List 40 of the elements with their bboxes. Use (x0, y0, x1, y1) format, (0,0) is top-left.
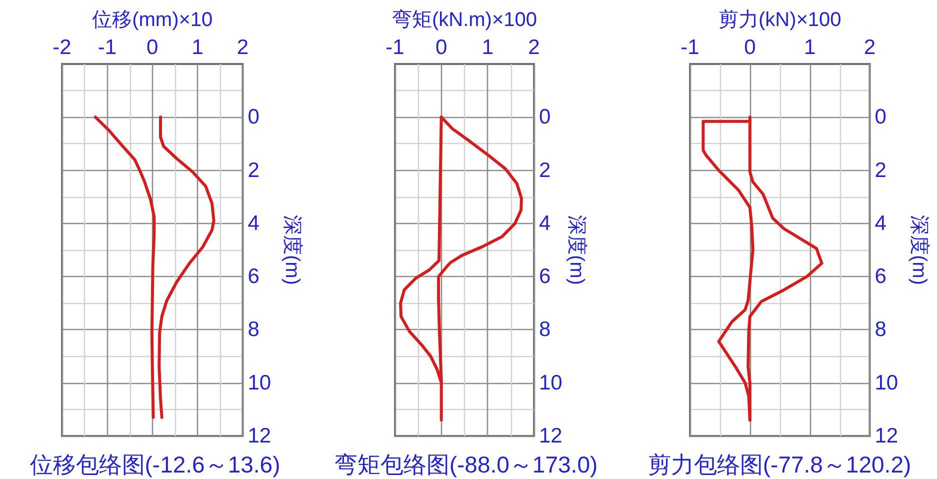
x-tick-label: 1 (482, 36, 494, 59)
x-tick-label: 1 (804, 36, 816, 59)
y-tick-label: 0 (874, 106, 886, 129)
x-tick-label: 0 (435, 36, 448, 59)
x-tick-label: -1 (386, 36, 404, 59)
y-tick-label: 10 (539, 371, 562, 394)
x-tick-label: -2 (52, 36, 72, 59)
y-tick-label: 8 (874, 318, 886, 342)
x-axis-title: 位移(mm)×10 (92, 9, 213, 31)
y-tick-label: 4 (248, 212, 260, 235)
x-axis-title: 剪力(kN)×100 (718, 9, 842, 31)
y-tick-label: 10 (874, 371, 898, 394)
y-tick-label: 6 (248, 265, 260, 288)
x-tick-label: -1 (98, 36, 117, 59)
y-tick-label: 4 (874, 212, 887, 235)
y-tick-label: 8 (539, 318, 551, 342)
y-tick-label: 0 (539, 106, 551, 129)
y-tick-label: 12 (248, 424, 272, 448)
y-axis-title: 深度(m) (281, 215, 303, 285)
y-tick-label: 6 (539, 265, 551, 288)
text: 位移包络图(-12.6～13.6) (30, 452, 280, 478)
y-tick-label: 2 (539, 158, 551, 182)
text: 弯矩包络图(-88.0～173.0) (334, 452, 598, 478)
x-tick-label: -1 (680, 36, 700, 59)
y-tick-label: 6 (874, 265, 886, 288)
y-tick-label: 2 (874, 158, 886, 182)
y-tick-label: 10 (248, 371, 272, 394)
y-tick-label: 12 (874, 424, 898, 448)
y-tick-label: 8 (248, 318, 260, 342)
x-tick-label: 0 (146, 36, 158, 59)
y-tick-label: 12 (539, 424, 562, 448)
text: 剪力包络图(-77.8～120.2) (648, 452, 912, 478)
y-tick-label: 2 (248, 158, 260, 182)
y-tick-label: 4 (539, 212, 551, 235)
y-axis-title: 深度(m) (908, 215, 930, 285)
x-tick-label: 1 (192, 36, 204, 59)
x-tick-label: 0 (744, 36, 756, 59)
x-axis-title: 弯矩(kN.m)×100 (392, 9, 538, 31)
y-axis-title: 深度(m) (565, 215, 588, 285)
y-tick-label: 0 (248, 106, 260, 129)
